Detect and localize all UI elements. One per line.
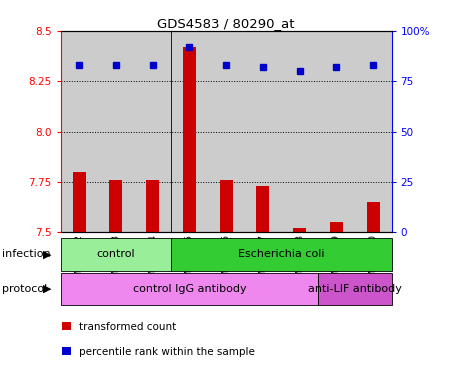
Bar [208,31,244,232]
Text: infection: infection [2,249,51,259]
Bar [62,347,71,355]
Bar [183,47,196,232]
Bar [281,31,318,232]
Text: anti-LIF antibody: anti-LIF antibody [308,284,402,294]
Text: control IgG antibody: control IgG antibody [133,284,246,294]
Bar [330,222,343,232]
Bar [367,202,379,232]
Text: protocol: protocol [2,284,48,294]
Bar [256,186,269,232]
Bar [98,31,134,232]
Bar [318,273,392,305]
Bar [293,228,306,232]
Text: ▶: ▶ [43,284,51,294]
Bar [244,31,281,232]
Bar [109,180,122,232]
Bar [171,31,208,232]
Bar [318,31,355,232]
Bar [61,31,98,232]
Bar [355,31,392,232]
Bar [220,180,233,232]
Text: control: control [97,249,135,260]
Text: ▶: ▶ [43,249,51,259]
Text: transformed count: transformed count [79,322,176,332]
Bar [146,180,159,232]
Bar [61,273,318,305]
Text: Escherichia coli: Escherichia coli [238,249,324,260]
Bar [134,31,171,232]
Bar [171,238,392,271]
Bar [62,323,71,330]
Bar [61,238,171,271]
Text: percentile rank within the sample: percentile rank within the sample [79,347,255,357]
Bar [73,172,86,232]
Title: GDS4583 / 80290_at: GDS4583 / 80290_at [158,17,295,30]
